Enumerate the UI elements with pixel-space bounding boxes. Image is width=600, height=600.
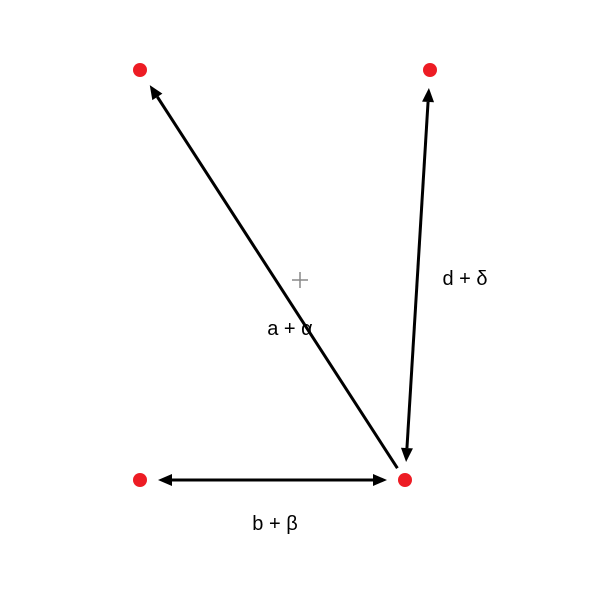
- arrow-head: [150, 85, 163, 100]
- node-bl: [133, 473, 147, 487]
- edge-d: [407, 102, 428, 448]
- arrow-head: [373, 474, 387, 486]
- edge-label-b: b + β: [252, 513, 297, 535]
- arrow-head: [422, 88, 434, 102]
- node-tr: [423, 63, 437, 77]
- vector-diagram: a + α b + β d + δ: [0, 0, 600, 600]
- arrow-head: [401, 448, 413, 462]
- node-br: [398, 473, 412, 487]
- arrow-head: [158, 474, 172, 486]
- node-tl: [133, 63, 147, 77]
- edge-label-d: d + δ: [442, 268, 487, 290]
- edge-label-a: a + α: [267, 318, 312, 340]
- edge-a: [157, 97, 397, 468]
